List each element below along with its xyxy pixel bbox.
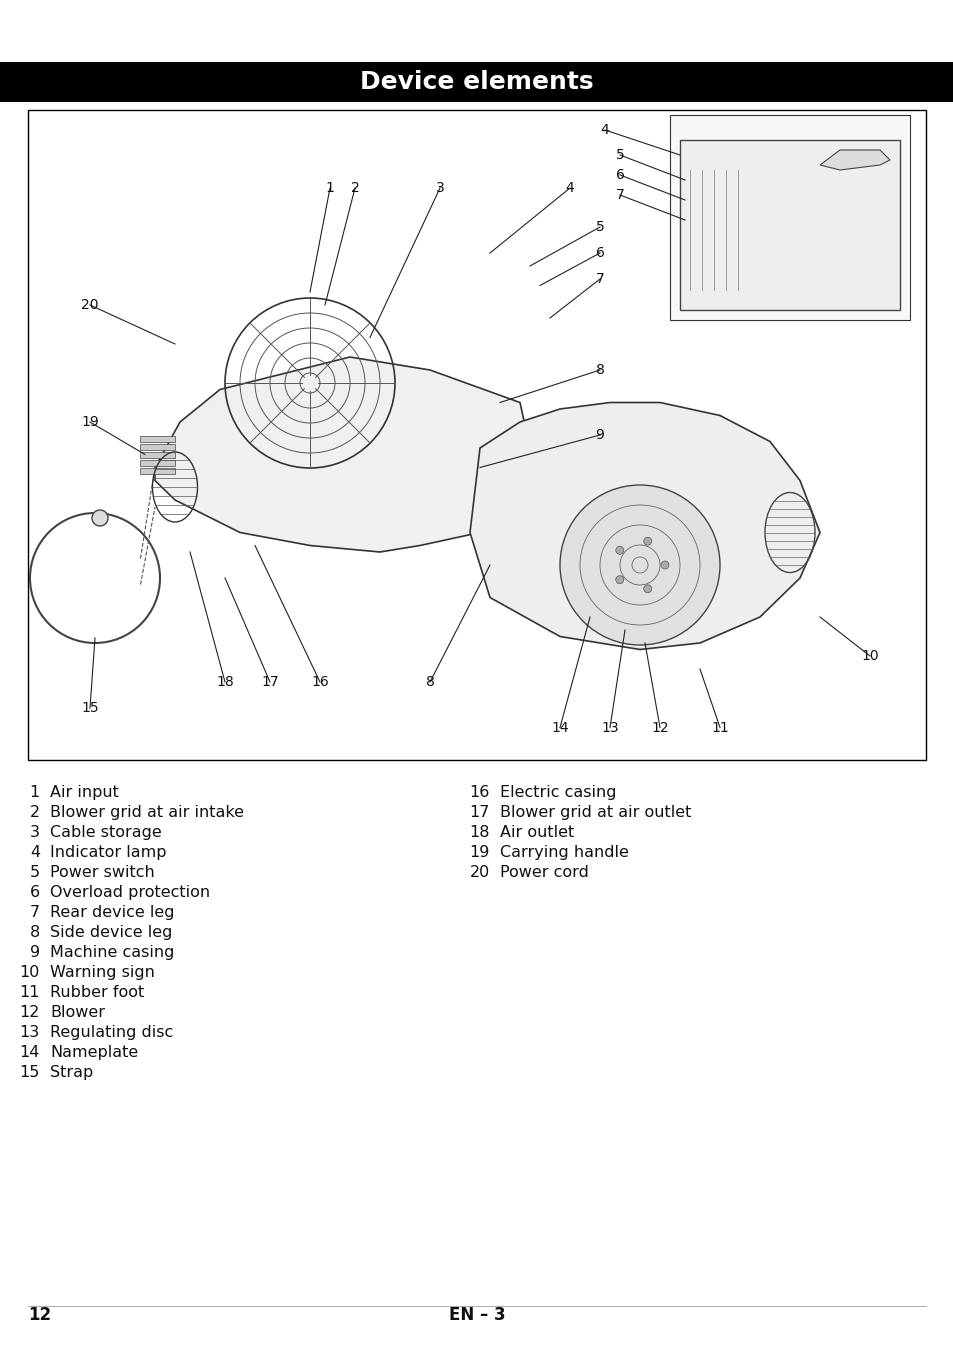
Polygon shape	[140, 452, 174, 458]
Text: Air input: Air input	[50, 785, 119, 800]
Text: 15: 15	[81, 701, 99, 715]
Text: 5: 5	[595, 219, 604, 234]
Text: 12: 12	[28, 1307, 51, 1324]
Text: Rubber foot: Rubber foot	[50, 984, 144, 1001]
Polygon shape	[154, 357, 530, 552]
Text: 18: 18	[469, 825, 490, 839]
Bar	[679, 139, 899, 310]
Text: 3: 3	[436, 181, 444, 195]
Text: Blower: Blower	[50, 1005, 105, 1020]
Bar	[669, 115, 909, 320]
Text: 11: 11	[710, 720, 728, 734]
Text: Carrying handle: Carrying handle	[499, 845, 628, 860]
Text: 13: 13	[20, 1025, 40, 1040]
Text: 15: 15	[20, 1066, 40, 1080]
Text: 6: 6	[595, 246, 604, 260]
Text: 12: 12	[651, 720, 668, 734]
Text: Warning sign: Warning sign	[50, 965, 154, 980]
Text: 8: 8	[425, 676, 434, 689]
Text: 1: 1	[30, 785, 40, 800]
Text: 9: 9	[595, 428, 604, 441]
Text: 12: 12	[20, 1005, 40, 1020]
Text: 8: 8	[595, 363, 604, 376]
Polygon shape	[140, 444, 174, 450]
Text: Air outlet: Air outlet	[499, 825, 574, 839]
Text: 14: 14	[20, 1045, 40, 1060]
Polygon shape	[140, 468, 174, 474]
Text: 13: 13	[600, 720, 618, 734]
Text: Electric casing: Electric casing	[499, 785, 616, 800]
Text: 17: 17	[261, 676, 278, 689]
Text: 6: 6	[615, 168, 624, 181]
Text: 17: 17	[469, 806, 490, 821]
Circle shape	[643, 538, 651, 546]
Text: Power switch: Power switch	[50, 865, 154, 880]
Text: 7: 7	[30, 904, 40, 919]
Polygon shape	[470, 402, 820, 650]
Text: 10: 10	[20, 965, 40, 980]
Polygon shape	[140, 436, 174, 441]
Polygon shape	[140, 460, 174, 466]
Text: Rear device leg: Rear device leg	[50, 904, 174, 919]
Text: 16: 16	[469, 785, 490, 800]
Circle shape	[615, 546, 623, 554]
Text: Indicator lamp: Indicator lamp	[50, 845, 167, 860]
Text: Regulating disc: Regulating disc	[50, 1025, 173, 1040]
Circle shape	[643, 585, 651, 593]
Circle shape	[559, 485, 720, 645]
Text: EN – 3: EN – 3	[448, 1307, 505, 1324]
Text: 9: 9	[30, 945, 40, 960]
Text: 7: 7	[615, 188, 623, 202]
Text: 5: 5	[615, 148, 623, 162]
Text: Machine casing: Machine casing	[50, 945, 174, 960]
Text: Cable storage: Cable storage	[50, 825, 162, 839]
Polygon shape	[820, 150, 889, 171]
Text: 2: 2	[30, 806, 40, 821]
Text: 1: 1	[325, 181, 335, 195]
Bar	[0, 62, 953, 102]
Text: 7: 7	[595, 272, 604, 286]
Text: 3: 3	[30, 825, 40, 839]
Text: Blower grid at air intake: Blower grid at air intake	[50, 806, 244, 821]
Text: 6: 6	[30, 886, 40, 900]
Text: Power cord: Power cord	[499, 865, 588, 880]
Circle shape	[91, 510, 108, 525]
Text: 19: 19	[81, 414, 99, 429]
Circle shape	[615, 575, 623, 584]
Text: Side device leg: Side device leg	[50, 925, 172, 940]
Text: 8: 8	[30, 925, 40, 940]
Text: Strap: Strap	[50, 1066, 93, 1080]
Bar	[28, 110, 925, 760]
Text: Device elements: Device elements	[360, 70, 593, 93]
Text: Nameplate: Nameplate	[50, 1045, 138, 1060]
Text: 10: 10	[861, 649, 878, 663]
Text: 11: 11	[19, 984, 40, 1001]
Text: 2: 2	[351, 181, 359, 195]
Text: 5: 5	[30, 865, 40, 880]
Circle shape	[660, 561, 668, 569]
Text: 19: 19	[469, 845, 490, 860]
Text: Overload protection: Overload protection	[50, 886, 210, 900]
Text: 20: 20	[81, 298, 99, 311]
Text: 4: 4	[565, 181, 574, 195]
Text: 20: 20	[469, 865, 490, 880]
Text: 16: 16	[311, 676, 329, 689]
Text: 4: 4	[600, 123, 609, 137]
Text: 18: 18	[216, 676, 233, 689]
Text: 14: 14	[551, 720, 568, 734]
Text: 4: 4	[30, 845, 40, 860]
Text: Blower grid at air outlet: Blower grid at air outlet	[499, 806, 691, 821]
